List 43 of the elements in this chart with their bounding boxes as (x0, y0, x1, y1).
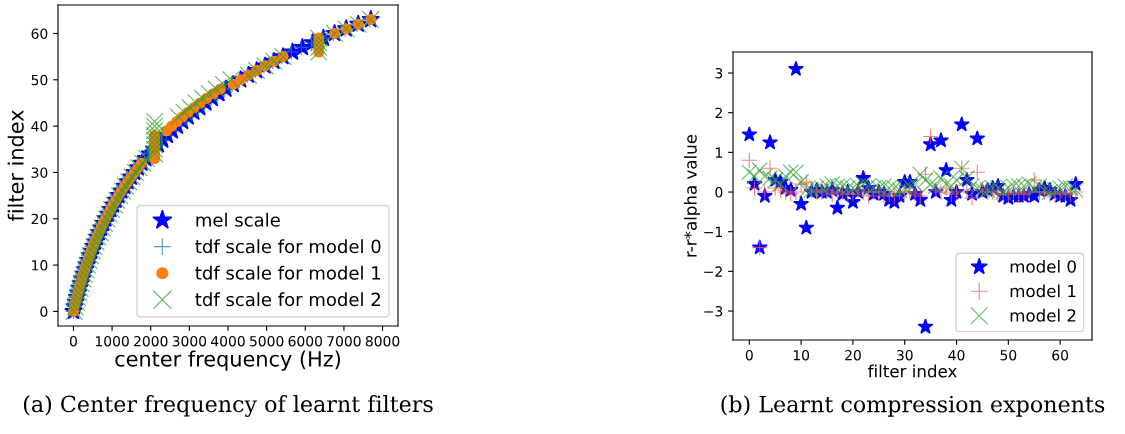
x-tick-label: 8000 (365, 335, 400, 347)
y-tick-label: −2 (704, 266, 722, 277)
x-tick-label: 7000 (327, 335, 361, 347)
y-tick-label: 2 (715, 107, 722, 118)
legend-label: tdf scale for model 0 (195, 239, 381, 254)
x-tick-label: 60 (1052, 349, 1069, 361)
y-tick-label: 3 (715, 67, 723, 79)
x-tick-label: 3000 (172, 335, 207, 347)
x-tick-label: 5000 (250, 335, 284, 347)
legend-label: mel scale (196, 212, 280, 227)
y-tick-label: 30 (31, 167, 48, 178)
x-tick-label: 0 (745, 349, 753, 361)
legend-label: model 2 (1010, 308, 1076, 322)
x-tick-label: 0 (69, 335, 77, 347)
y-tick-label: 50 (31, 74, 48, 86)
x-tick-label: 2000 (134, 335, 168, 347)
legend-label: model 1 (1010, 284, 1076, 298)
legend-label: model 0 (1010, 259, 1076, 273)
y-tick-label: 20 (31, 213, 48, 225)
x-tick-label: 4000 (211, 335, 245, 347)
y-tick-label: −1 (704, 226, 722, 237)
x-tick-label: 50 (1000, 349, 1017, 361)
y-tick-label: 40 (31, 121, 48, 132)
y-tick-label: 60 (31, 28, 48, 39)
text: (a) Center frequency of learnt filters (23, 395, 433, 417)
x-tick-label: 6000 (288, 335, 323, 347)
y-tick-label: 10 (32, 260, 48, 271)
x-tick-label: 40 (948, 349, 965, 361)
x-tick-label: 30 (896, 349, 913, 361)
x-tick-label: 1000 (95, 335, 129, 347)
x-axis-title: center frequency (Hz) (115, 350, 341, 371)
y-tick-label: −3 (704, 306, 723, 317)
y-tick-label: 0 (40, 306, 48, 317)
text: (b) Learnt compression exponents (721, 395, 1105, 417)
x-tick-label: 20 (845, 349, 861, 361)
x-tick-label: 10 (793, 349, 810, 361)
y-tick-label: 1 (715, 147, 722, 158)
legend-label: tdf scale for model 2 (195, 292, 380, 307)
x-axis-title: filter index (868, 364, 957, 378)
legend-label: tdf scale for model 1 (195, 265, 381, 280)
y-axis-title: filter index (7, 110, 24, 222)
y-axis-title: r-r*alpha value (683, 134, 701, 257)
y-tick-label: 0 (715, 187, 723, 198)
